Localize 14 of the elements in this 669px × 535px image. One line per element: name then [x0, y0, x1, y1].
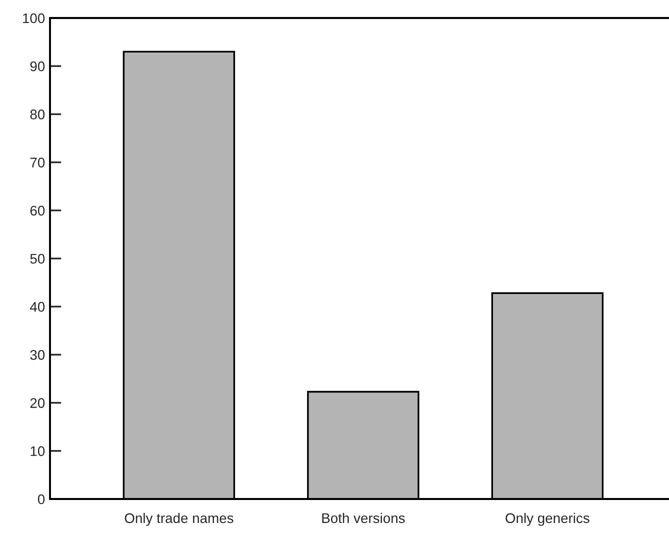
y-tick-label: 100 — [23, 13, 45, 24]
y-tick-label: 30 — [30, 350, 45, 360]
x-tick-label: Only generics — [506, 512, 590, 526]
y-tick-label: 40 — [30, 302, 45, 312]
y-tick-label: 60 — [30, 206, 45, 216]
y-tick-label: 10 — [30, 446, 45, 456]
y-tick-label: 90 — [30, 61, 45, 72]
y-tick-label: 70 — [30, 158, 45, 168]
y-tick-label: 0 — [38, 494, 45, 504]
x-tick-label: Only trade names — [124, 512, 234, 526]
y-tick-label: 50 — [30, 254, 45, 264]
y-tick-label: 20 — [30, 398, 45, 408]
x-tick-label: Both versions — [322, 512, 405, 524]
y-tick-label: 80 — [30, 110, 45, 120]
